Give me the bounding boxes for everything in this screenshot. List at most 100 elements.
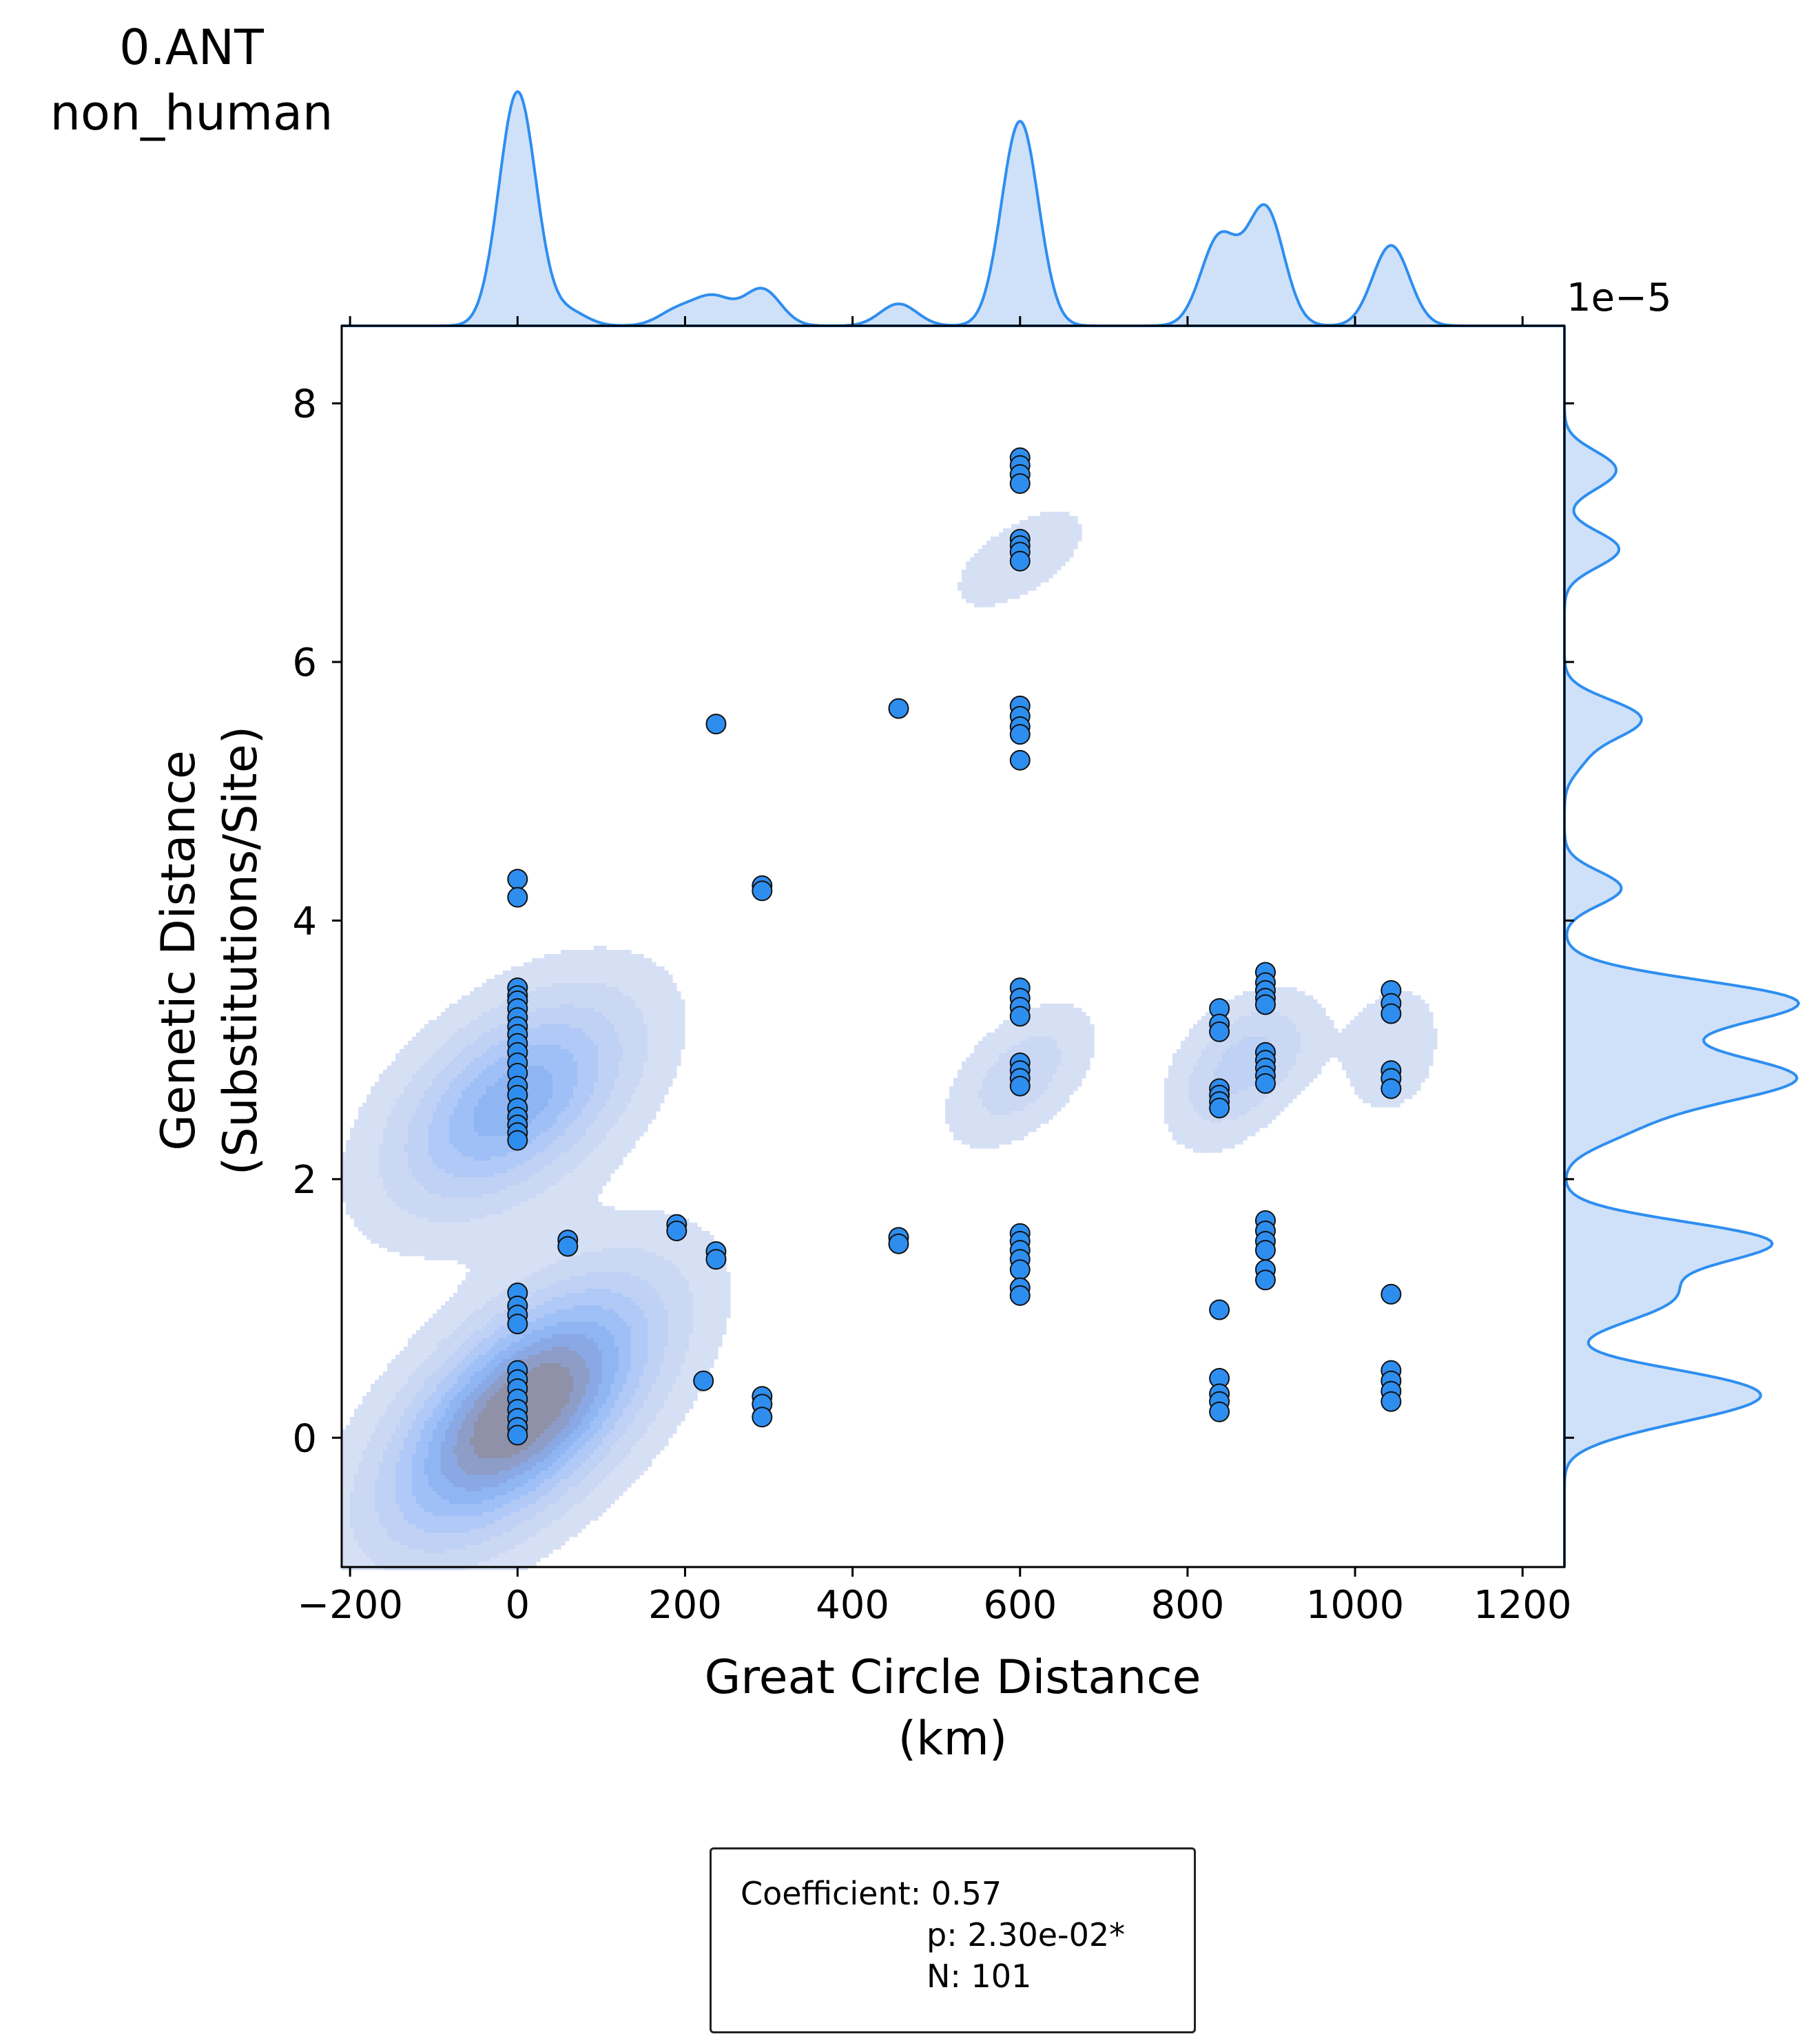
kde-cell — [1168, 1078, 1173, 1083]
kde-cell — [1028, 1095, 1033, 1099]
kde-cell — [619, 1024, 623, 1029]
kde-cell — [490, 1061, 495, 1066]
kde-cell — [1044, 570, 1049, 574]
kde-cell — [1247, 1053, 1252, 1058]
kde-cell — [995, 574, 1000, 579]
kde-cell — [643, 1041, 648, 1046]
kde-cell — [999, 599, 1004, 603]
kde-cell — [490, 1070, 495, 1075]
kde-cell — [1317, 1041, 1322, 1046]
kde-cell — [1321, 1049, 1326, 1054]
kde-cell — [999, 1061, 1004, 1066]
kde-cell — [515, 975, 520, 979]
kde-cell — [478, 1057, 483, 1062]
kde-cell — [544, 987, 549, 992]
kde-cell — [1284, 1090, 1289, 1095]
kde-cell — [1197, 1107, 1202, 1112]
kde-cell — [1189, 1082, 1194, 1087]
kde-cell — [606, 1033, 611, 1037]
kde-cell — [1234, 1049, 1239, 1054]
kde-cell — [445, 1090, 450, 1095]
kde-cell — [970, 1061, 975, 1066]
kde-cell — [490, 1107, 495, 1112]
kde-cell — [598, 1103, 603, 1108]
kde-cell — [565, 1061, 570, 1066]
kde-cell — [1218, 1066, 1223, 1070]
kde-cell — [1396, 1033, 1400, 1037]
kde-cell — [366, 1111, 371, 1116]
kde-cell — [594, 1037, 599, 1041]
kde-cell — [1053, 1016, 1057, 1021]
kde-cell — [672, 1061, 677, 1066]
kde-cell — [557, 987, 561, 992]
kde-cell — [486, 1041, 491, 1046]
kde-cell — [586, 979, 590, 984]
kde-cell — [586, 1070, 590, 1075]
kde-cell — [1177, 1082, 1181, 1087]
kde-cell — [978, 1074, 983, 1079]
kde-cell — [1048, 1016, 1053, 1021]
kde-cell — [995, 1070, 1000, 1075]
kde-cell — [610, 999, 615, 1004]
kde-cell — [536, 1082, 541, 1087]
kde-cell — [668, 1074, 673, 1079]
kde-cell — [1276, 1099, 1281, 1103]
kde-cell — [1296, 1049, 1301, 1054]
kde-cell — [532, 1057, 537, 1062]
kde-cell — [660, 979, 665, 984]
kde-cell — [1044, 532, 1049, 537]
kde-cell — [1408, 1024, 1413, 1029]
kde-cell — [1036, 1074, 1041, 1079]
kde-cell — [594, 983, 599, 988]
kde-cell — [474, 1082, 479, 1087]
kde-cell — [602, 991, 607, 996]
kde-cell — [437, 1033, 442, 1037]
kde-cell — [453, 1095, 458, 1099]
kde-cell — [1020, 1103, 1024, 1108]
kde-cell — [1069, 1041, 1074, 1046]
kde-cell — [639, 958, 644, 963]
kde-cell — [1288, 1041, 1293, 1046]
kde-cell — [586, 1111, 590, 1116]
kde-cell — [557, 962, 561, 967]
kde-cell — [1230, 1086, 1235, 1091]
kde-cell — [606, 975, 611, 979]
kde-cell — [1185, 1037, 1190, 1041]
kde-cell — [577, 1045, 582, 1050]
kde-cell — [528, 1066, 532, 1070]
kde-cell — [387, 1090, 392, 1095]
kde-cell — [1053, 553, 1057, 558]
kde-cell — [1412, 1037, 1417, 1041]
kde-cell — [1375, 999, 1380, 1004]
kde-cell — [1301, 1045, 1305, 1050]
kde-cell — [1247, 1041, 1252, 1046]
kde-cell — [433, 1037, 437, 1041]
kde-cell — [664, 979, 669, 984]
kde-cell — [1284, 1012, 1289, 1017]
kde-cell — [1296, 991, 1301, 996]
kde-cell — [610, 1012, 615, 1017]
kde-cell — [1305, 1053, 1310, 1058]
kde-cell — [1363, 1012, 1367, 1017]
kde-cell — [1011, 570, 1016, 574]
kde-cell — [400, 1095, 404, 1099]
kde-cell — [441, 1033, 446, 1037]
kde-cell — [953, 1107, 958, 1112]
kde-cell — [532, 1103, 537, 1108]
kde-cell — [1040, 1033, 1045, 1037]
kde-cell — [1379, 1020, 1384, 1025]
kde-cell — [561, 1111, 566, 1116]
kde-cell — [528, 1012, 532, 1017]
kde-cell — [445, 1066, 450, 1070]
kde-cell — [478, 1053, 483, 1058]
kde-cell — [643, 1020, 648, 1025]
kde-cell — [540, 1090, 545, 1095]
kde-cell — [664, 1082, 669, 1087]
kde-cell — [561, 1020, 566, 1025]
kde-cell — [573, 991, 578, 996]
kde-cell — [565, 975, 570, 979]
kde-cell — [660, 971, 665, 975]
kde-cell — [548, 1107, 553, 1112]
kde-cell — [1048, 1033, 1053, 1037]
kde-cell — [499, 995, 504, 1000]
